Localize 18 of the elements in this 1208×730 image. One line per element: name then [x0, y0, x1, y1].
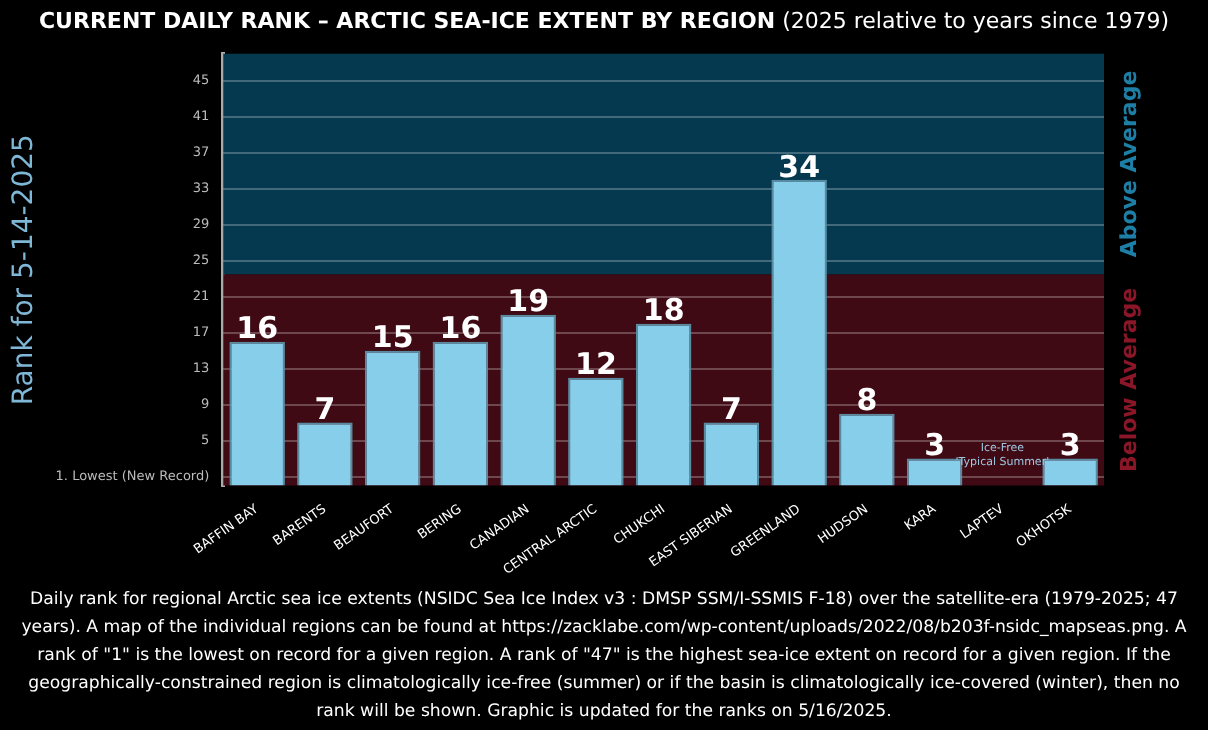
data-label: 16 — [439, 310, 482, 347]
data-label: 19 — [507, 283, 550, 320]
chart-subtitle: (2025 relative to years since 1979) — [782, 8, 1169, 34]
data-label: 12 — [575, 346, 617, 383]
data-label: 8 — [856, 382, 878, 419]
data-label: 16 — [236, 310, 279, 347]
data-label: 15 — [371, 319, 414, 356]
data-label: 7 — [314, 391, 336, 428]
data-label: 3 — [924, 427, 946, 464]
data-label: 18 — [642, 292, 685, 329]
chart-title: CURRENT DAILY RANK – ARCTIC SEA-ICE EXTENT BY REGION — [38, 8, 776, 34]
data-label: 34 — [778, 148, 821, 185]
data-label: 3 — [1059, 427, 1081, 464]
data-label: 7 — [720, 391, 742, 428]
band-label: Below Average — [1115, 287, 1142, 472]
text: Daily rank for regional Arctic sea ice extents (NSIDC Sea Ice Index v3 : DMSP SSM/I-SSMIS F-18) over the satellite-era (1979-2025; 47 years). A map of the individual regions can be found at https://zacklabe.com/wp-content/uploads/2022/08/b203f-nsidc_mapseas.png. A rank of "1" is the lowest on record for a given region. A rank of "47" is the highest sea-ice extent on record for a given region. If the geographically-constrained region is climatologically ice-free (summer) or if the basin is climatologically ice-covered (winter), then no rank will be shown. Graphic is updated for the ranks on 5/16/2025. — [19, 588, 1189, 726]
band-label: Above Average — [1115, 70, 1142, 258]
y-axis-title: Rank for 5-14-2025 — [8, 134, 41, 406]
